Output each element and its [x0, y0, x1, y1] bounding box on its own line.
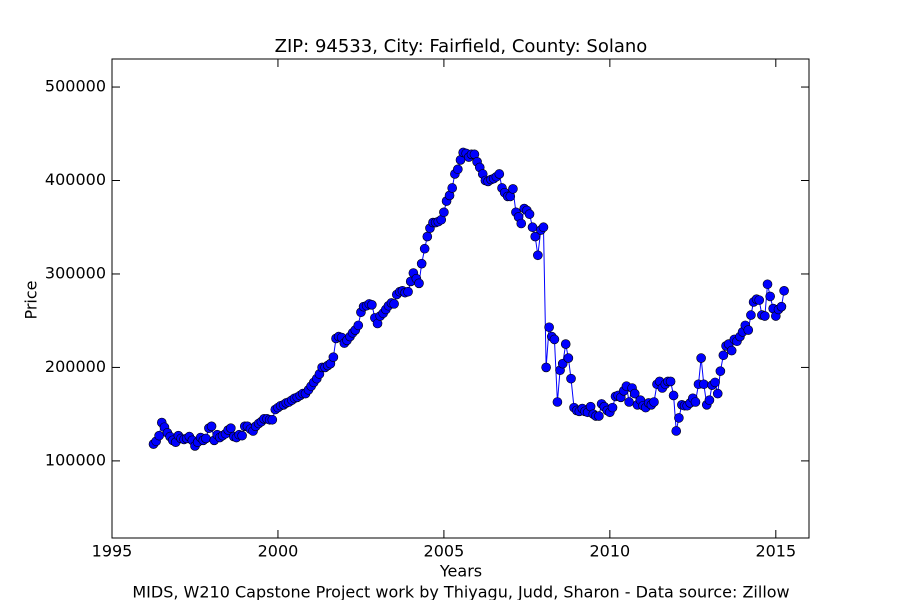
y-tick-label: 500000: [45, 77, 106, 96]
x-tick-label: 2015: [755, 542, 796, 561]
marker: [776, 301, 787, 312]
marker: [508, 184, 518, 194]
marker: [353, 320, 364, 331]
marker: [624, 397, 634, 407]
marker: [516, 218, 527, 229]
marker: [414, 278, 424, 289]
marker: [746, 310, 756, 320]
marker: [201, 433, 211, 444]
marker: [629, 388, 640, 399]
marker: [419, 243, 430, 254]
marker: [710, 377, 720, 388]
marker: [718, 350, 729, 361]
marker: [607, 402, 618, 413]
y-tick-label: 100000: [45, 450, 106, 469]
marker: [206, 421, 217, 432]
marker: [560, 339, 571, 349]
x-tick-label: 2010: [589, 542, 630, 561]
marker: [403, 286, 413, 297]
x-tick-label: 2005: [424, 542, 465, 561]
marker: [665, 376, 676, 387]
marker: [226, 423, 236, 433]
marker: [754, 295, 765, 305]
marker: [533, 250, 543, 261]
marker: [422, 231, 433, 242]
marker: [762, 279, 773, 290]
marker: [743, 325, 754, 335]
marker: [696, 353, 706, 363]
marker: [552, 397, 563, 407]
marker: [671, 426, 682, 436]
marker: [715, 366, 726, 376]
marker: [668, 390, 679, 401]
marker: [494, 169, 505, 179]
marker: [544, 322, 554, 333]
caption: MIDS, W210 Capstone Project work by Thiy…: [132, 583, 789, 600]
marker: [328, 352, 339, 362]
y-axis-label: Price: [22, 280, 41, 319]
marker: [765, 291, 775, 302]
marker: [367, 300, 377, 310]
plot-frame: [111, 58, 810, 539]
marker: [698, 379, 709, 390]
y-tick-label: 400000: [45, 170, 106, 189]
marker: [389, 299, 399, 309]
y-tick-label: 300000: [45, 263, 106, 282]
marker: [566, 373, 576, 384]
chart-title: ZIP: 94533, City: Fairfield, County: Sol…: [275, 36, 648, 57]
x-tick-label: 1995: [92, 542, 133, 561]
y-tick-label: 200000: [45, 357, 106, 376]
marker: [549, 334, 560, 345]
x-tick-label: 2000: [258, 542, 299, 561]
marker: [416, 258, 427, 269]
x-axis-label: Years: [439, 562, 482, 581]
marker: [563, 353, 574, 363]
marker: [726, 345, 737, 356]
marker: [779, 285, 789, 296]
marker: [530, 231, 540, 242]
marker: [712, 388, 723, 399]
marker: [538, 222, 549, 233]
marker: [527, 222, 538, 233]
marker: [524, 209, 535, 219]
marker: [541, 362, 551, 373]
marker: [674, 413, 684, 423]
marker: [267, 414, 278, 425]
marker: [237, 430, 247, 441]
marker: [690, 397, 701, 407]
marker: [154, 430, 164, 441]
marker: [760, 311, 770, 321]
marker: [594, 411, 604, 421]
marker: [453, 164, 463, 175]
marker: [447, 183, 458, 193]
marker: [649, 397, 659, 407]
marker: [704, 395, 715, 405]
marker: [439, 207, 449, 218]
